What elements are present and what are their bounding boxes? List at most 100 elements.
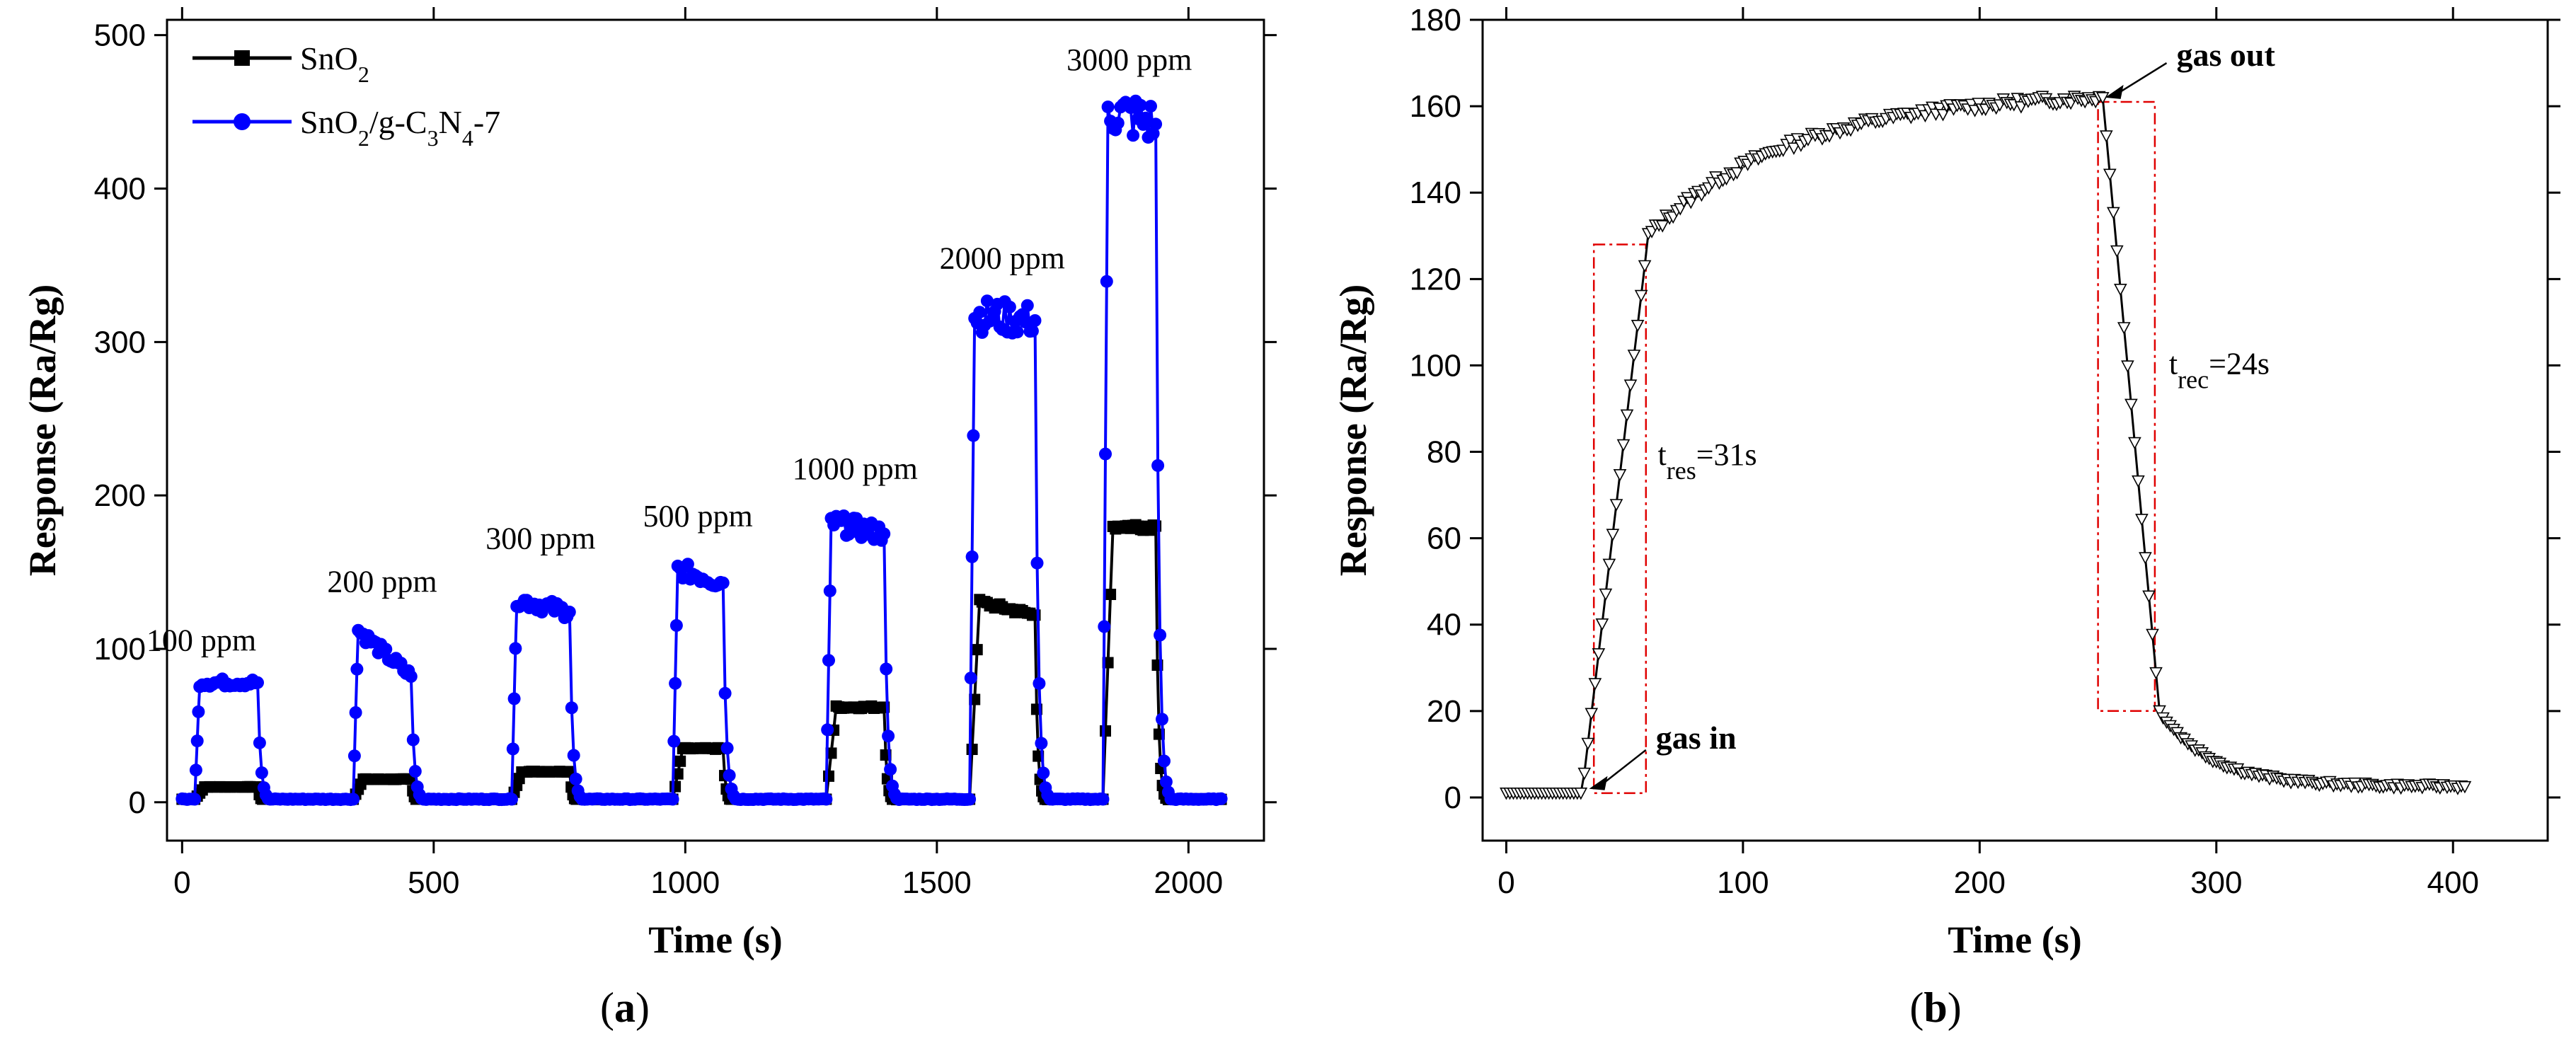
panel-a-plot-frame	[166, 18, 1265, 842]
response-point	[1631, 319, 1645, 333]
panel-b-y-tick-label: 40	[1427, 608, 1461, 642]
composite-series-point	[1035, 737, 1048, 750]
response-point	[1577, 767, 1592, 780]
response-point	[1585, 708, 1599, 720]
panel-a-x-tick-label: 0	[173, 865, 190, 900]
panel-a-y-tick-label: 200	[94, 478, 146, 513]
gas-in-arrowhead	[1589, 776, 1608, 790]
response-point	[1684, 196, 1698, 209]
panel-b-y-axis-title: Response (Ra/Rg)	[1332, 284, 1374, 577]
panel-b-y-tick-label: 160	[1410, 89, 1461, 124]
concentration-label: 1000 ppm	[793, 451, 918, 486]
response-point	[2132, 475, 2145, 488]
sno2-series-point	[971, 644, 983, 656]
panel-b-x-tick-label: 0	[1497, 865, 1514, 900]
response-point	[2121, 360, 2134, 373]
composite-series-point	[1154, 628, 1167, 642]
composite-series-point	[189, 763, 202, 777]
composite-series-point	[569, 772, 582, 785]
composite-series-point	[251, 676, 264, 689]
panel-b-x-tick-label: 200	[1954, 865, 2006, 900]
composite-series-point	[837, 509, 851, 522]
composite-series-point	[565, 701, 578, 715]
composite-series-point	[404, 670, 418, 683]
response-point	[2106, 207, 2120, 220]
composite-series-point	[718, 686, 732, 700]
panel-b-y-tick-label: 140	[1410, 175, 1461, 210]
legend-sno2-marker	[234, 50, 250, 66]
response-point	[2135, 514, 2149, 526]
composite-series-point	[980, 294, 994, 308]
response-point	[1936, 109, 1950, 122]
concentration-label: 300 ppm	[485, 521, 595, 555]
legend-composite-label: SnO2/g-C3N4-7	[300, 104, 500, 151]
composite-series-point	[1158, 754, 1171, 768]
sno2-series-point	[672, 768, 684, 780]
composite-series-point	[347, 749, 361, 763]
response-point	[2095, 92, 2110, 105]
panel-b-ticks: 0 100 200 300 400 0 20 40 60 80 100 120 140 160 180	[1410, 3, 2560, 900]
panel-b-label: (b)	[1909, 984, 1961, 1031]
composite-series-point	[1134, 98, 1147, 112]
composite-series-point	[1003, 300, 1016, 313]
response-point	[1602, 558, 1616, 572]
sno2-series-point	[966, 744, 978, 755]
panel-a-y-tick-label: 0	[129, 785, 146, 820]
composite-series-point	[1151, 459, 1165, 472]
response-point	[1638, 260, 1652, 273]
composite-series-point	[967, 429, 980, 442]
gas-out-arrowhead	[2105, 84, 2124, 99]
sno2-series-point	[1100, 725, 1111, 737]
composite-series-point	[882, 730, 895, 743]
composite-series-point	[347, 793, 360, 806]
composite-series-point	[667, 734, 681, 748]
panel-a-data: 100 ppm 200 ppm 300 ppm 500 ppm 1000 ppm 2000…	[146, 42, 1228, 807]
response-point	[2142, 590, 2156, 603]
panel-a-y-axis-title: Response (Ra/Rg)	[21, 284, 64, 577]
panel-b-y-tick-label: 20	[1427, 694, 1461, 729]
panel-b-x-tick-label: 400	[2427, 865, 2479, 900]
sno2-series-point	[674, 755, 686, 767]
composite-series-point	[1011, 325, 1024, 339]
response-point	[1581, 737, 1595, 751]
panel-b-annotations: gas in gas out tres=31s trec=24s	[1589, 37, 2275, 790]
response-point	[2113, 283, 2127, 296]
legend-sno2-label: SnO2	[300, 40, 369, 87]
panel-b-y-tick-label: 60	[1427, 522, 1461, 556]
composite-series-point	[669, 618, 683, 632]
composite-series-point	[1149, 117, 1163, 131]
panel-a-label: (a)	[600, 984, 650, 1031]
panel-a-chart: 0 500 1000 1500 2000 0 100 200 300 400 500 100 ppm…	[21, 7, 1277, 1031]
composite-series-point	[823, 584, 836, 598]
panel-b-y-tick-label: 120	[1410, 262, 1461, 296]
panel-a-y-tick-label: 300	[94, 325, 146, 359]
composite-series-point	[822, 654, 835, 667]
composite-series-point	[1127, 129, 1140, 142]
composite-series-point	[1100, 275, 1113, 288]
sno2-series-point	[1105, 589, 1117, 600]
response-point	[1613, 468, 1627, 482]
sno2-series-point	[823, 770, 834, 782]
response-point	[1606, 529, 1620, 541]
concentration-label: 100 ppm	[146, 623, 256, 658]
composite-series-point	[1030, 556, 1044, 570]
composite-series-point	[681, 558, 694, 571]
sno2-series-point	[669, 780, 682, 793]
response-point	[2099, 130, 2113, 143]
response-point	[1655, 220, 1669, 233]
panel-a-ticks: 0 500 1000 1500 2000 0 100 200 300 400 500	[94, 7, 1277, 900]
response-point	[2153, 705, 2166, 718]
composite-series-point	[1025, 324, 1039, 338]
composite-series-point	[1156, 713, 1168, 726]
panel-b-y-tick-label: 100	[1410, 348, 1461, 383]
panel-a-x-axis-title: Time (s)	[648, 918, 782, 961]
composite-series-point	[884, 763, 897, 776]
composite-series-point	[842, 528, 856, 541]
response-point	[2110, 245, 2124, 258]
panel-a-x-tick-label: 2000	[1154, 865, 1223, 900]
panel-b-y-tick-label: 80	[1427, 435, 1461, 470]
panel-b-x-axis-title: Time (s)	[1948, 918, 2081, 961]
panel-a-x-tick-label: 1500	[902, 865, 972, 900]
panel-b-chart: 0 100 200 300 400 0 20 40 60 80 100 120 140 160 180 ga…	[1332, 3, 2560, 1031]
composite-series-point	[723, 768, 736, 782]
